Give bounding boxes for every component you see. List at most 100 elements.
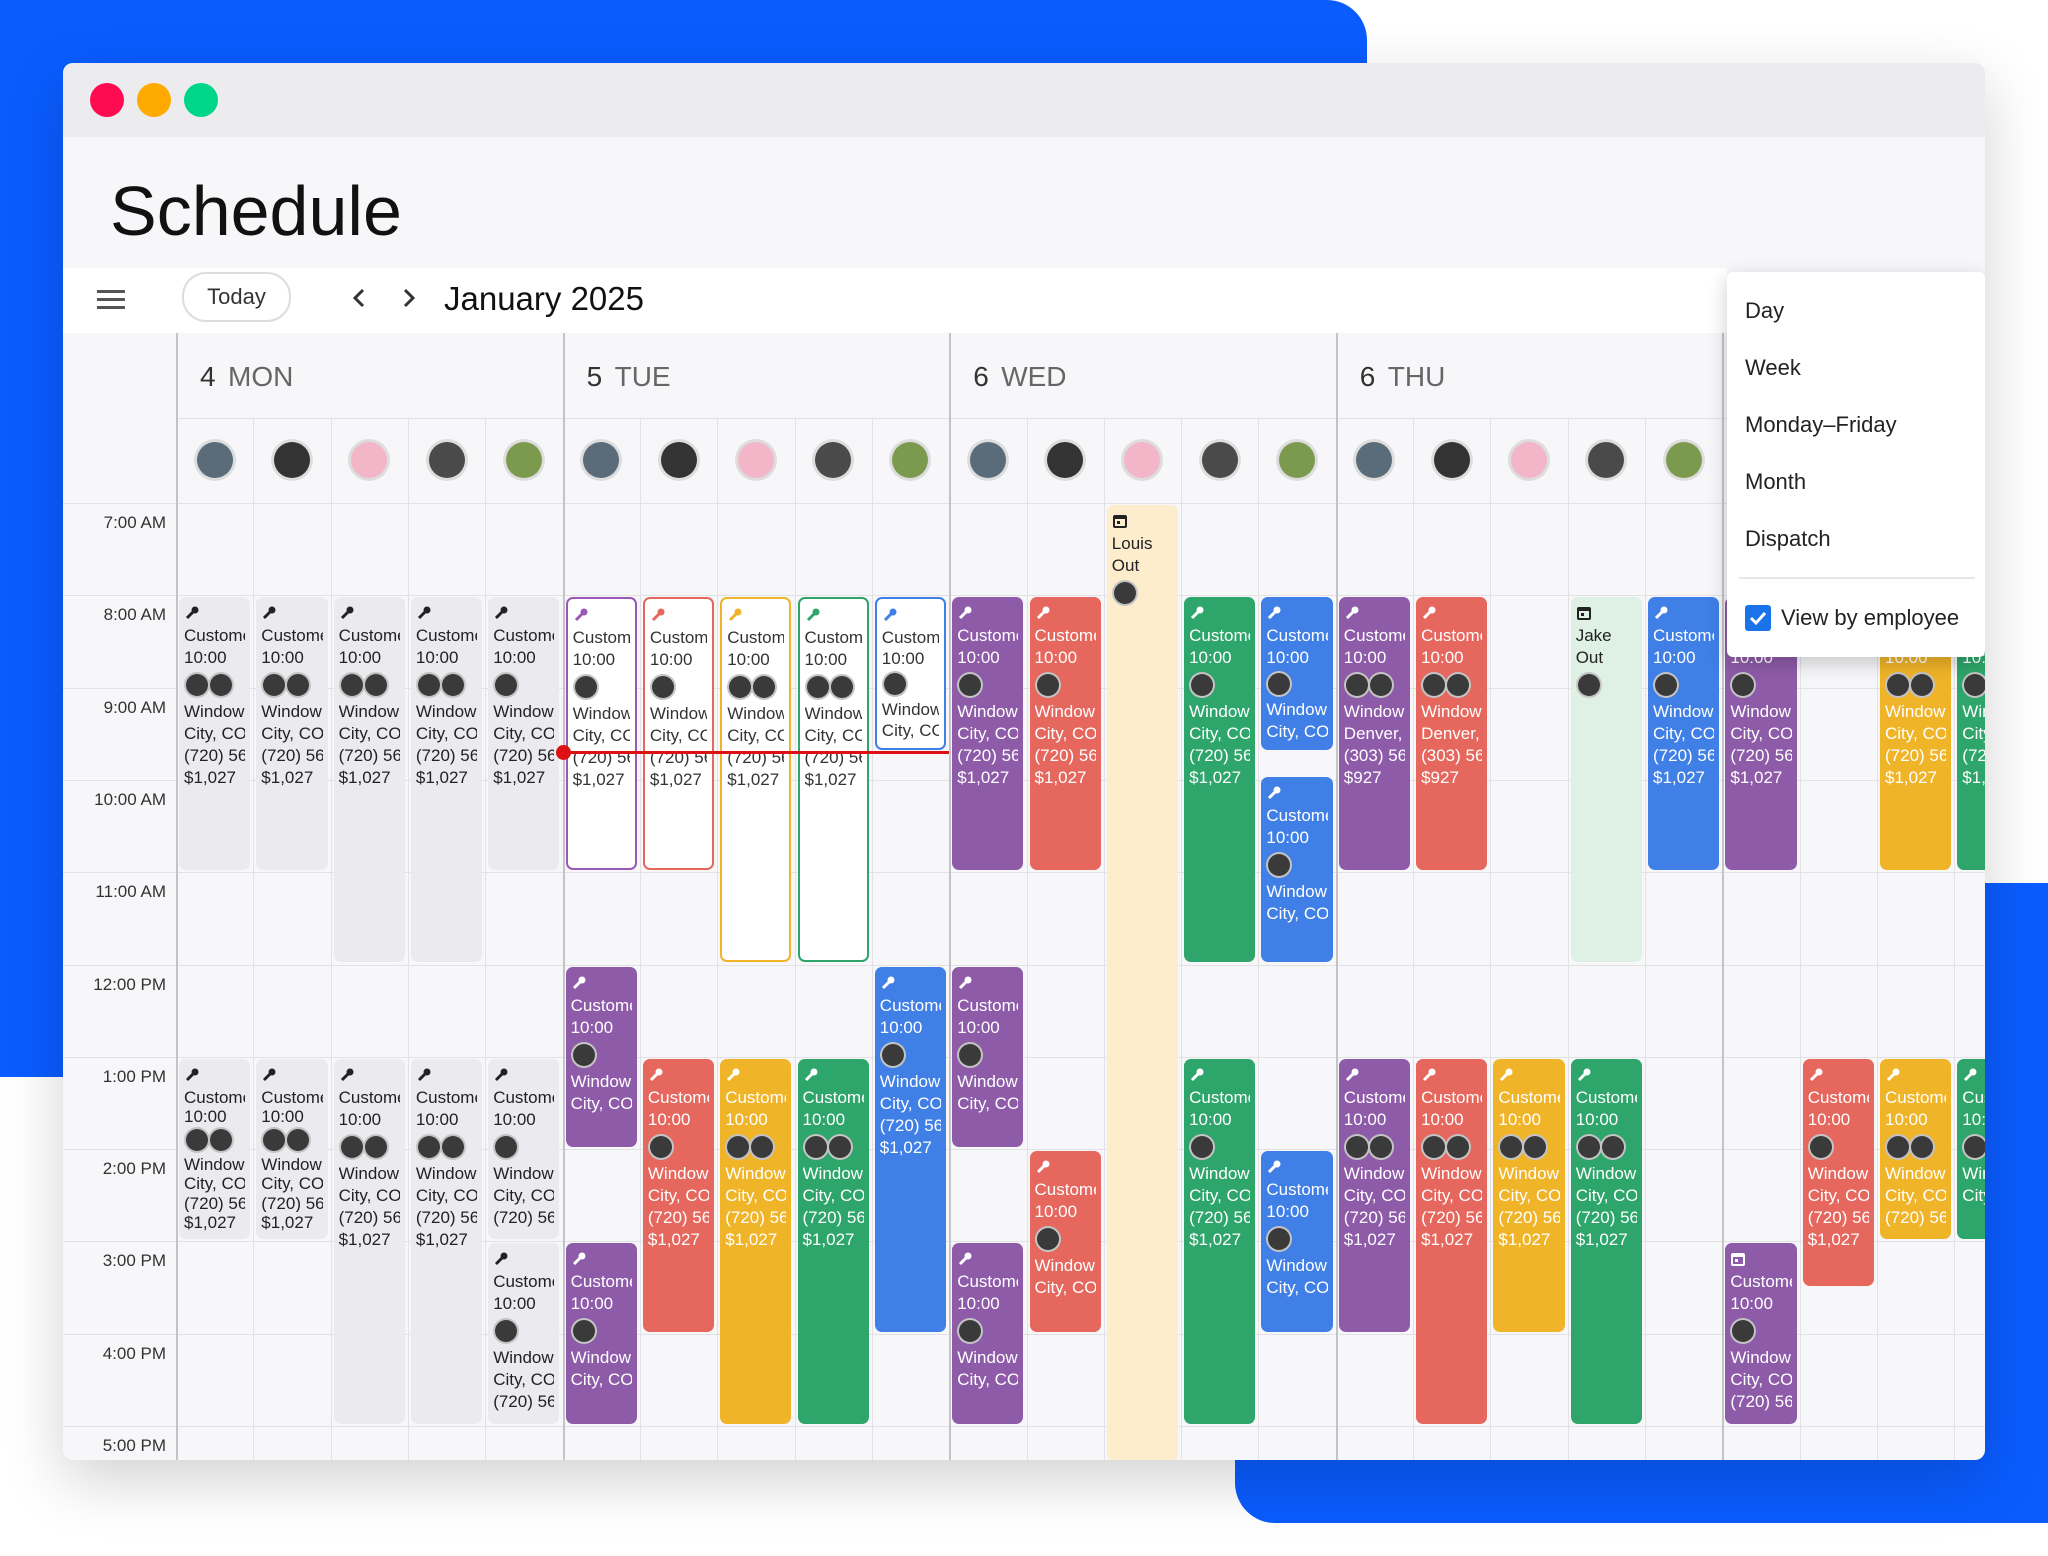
event-text: City, CO [261, 724, 323, 744]
menu-item[interactable]: Week [1745, 355, 1801, 380]
employee-avatar [969, 442, 1006, 478]
event-avatars [184, 1126, 245, 1154]
event-text: 10:00 [1653, 648, 1696, 668]
close-button[interactable] [90, 83, 124, 117]
event-text: Jake [1575, 626, 1612, 646]
prev-button[interactable] [349, 286, 369, 310]
employee-divider [639, 418, 641, 1460]
event-avatar [649, 674, 676, 701]
event-text: Window [1034, 702, 1095, 722]
checkbox[interactable] [1745, 605, 1771, 631]
employee-divider [1026, 418, 1028, 1460]
event-avatar [1909, 672, 1935, 699]
event-icon [1577, 1068, 1591, 1081]
today-button[interactable]: Today [182, 272, 291, 322]
event-avatar [570, 1041, 597, 1068]
event-text: Custome [1266, 626, 1328, 646]
event-text: 10:00 [261, 1107, 304, 1126]
event-text: $1,027 [647, 1229, 700, 1249]
event-text: Window [957, 1348, 1018, 1368]
event-avatars [725, 1131, 786, 1163]
employee-divider [253, 418, 255, 1460]
event-card[interactable]: Custome 10:00 Window City, CO (720) 56 [488, 1058, 560, 1240]
event-text: Window [649, 704, 708, 724]
event-card[interactable]: Custome 10:00 Window City, CO (720) 56 [1725, 1243, 1797, 1424]
menu-item[interactable]: Dispatch [1745, 526, 1831, 551]
employee-divider [1413, 418, 1415, 1460]
event-avatars [1575, 669, 1637, 701]
event-avatar [184, 1126, 210, 1153]
time-label: 7:00 AM [103, 513, 166, 532]
event-card[interactable]: Custome 10:00 Window City, CO (720) 56 [1880, 1058, 1952, 1240]
event-avatar [1034, 1226, 1061, 1253]
event-text: Window [1730, 702, 1791, 722]
event-icon [1112, 515, 1127, 528]
event-card[interactable]: Jake Out [1570, 597, 1642, 963]
event-icon [959, 976, 972, 989]
event-text: Custome [879, 995, 942, 1015]
minimize-button[interactable] [137, 83, 171, 117]
checkbox-label[interactable]: View by employee [1781, 605, 1960, 630]
next-button[interactable] [399, 286, 419, 310]
event-icon [417, 606, 431, 620]
menu-item[interactable]: Month [1745, 469, 1807, 494]
event-avatars [879, 1039, 941, 1071]
event-text: (720) 56 [184, 746, 246, 766]
event-card[interactable]: Louis Out [1106, 505, 1179, 1460]
event-card[interactable]: Custome 10:00 Window City, CO (720) 56 [488, 1243, 560, 1424]
menu-icon[interactable] [97, 288, 125, 310]
event-avatars [957, 669, 1018, 701]
event-text: City, CO [572, 726, 630, 746]
event-text: City, CO [493, 1370, 555, 1390]
event-text: City, CO [261, 1174, 323, 1193]
event-text: 10:00 [1266, 1202, 1309, 1222]
event-text: Window [802, 1163, 863, 1183]
event-avatars [570, 1315, 632, 1347]
time-label: 4:00 PM [102, 1343, 166, 1363]
menu-item[interactable]: Day [1745, 298, 1785, 323]
event-text: City, CO [1266, 904, 1328, 924]
event-icon [1576, 607, 1591, 621]
menu-item[interactable]: Monday–Friday [1745, 412, 1897, 437]
maximize-button[interactable] [184, 83, 218, 117]
